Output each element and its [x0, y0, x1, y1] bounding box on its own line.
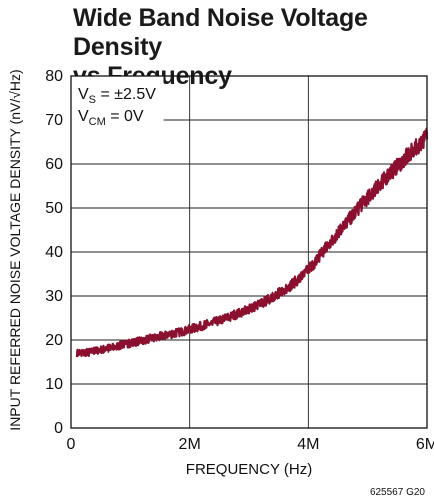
y-tick-label: 60	[45, 156, 63, 173]
plot-frame	[70, 75, 428, 429]
y-tick-label: 30	[45, 288, 63, 305]
x-tick-label: 0	[67, 436, 76, 453]
y-tick-label: 20	[45, 332, 63, 349]
y-tick-label: 70	[45, 112, 63, 129]
noise-trace	[76, 127, 428, 358]
chart-title-line1: Wide Band Noise Voltage Density	[73, 4, 368, 61]
annotation-vcm: VCM = 0V	[78, 108, 144, 128]
x-tick-label: 4M	[297, 436, 319, 453]
grid-lines	[71, 76, 427, 428]
y-axis-label: INPUT REFERRED NOISE VOLTAGE DENSITY (nV…	[7, 69, 23, 430]
y-tick-label: 80	[45, 68, 63, 85]
x-axis-label: FREQUENCY (Hz)	[186, 461, 312, 478]
x-tick-label: 6M	[416, 436, 434, 453]
y-tick-label: 40	[45, 244, 63, 261]
x-tick-labels: 0 2M 4M 6M	[67, 436, 434, 453]
annotation-vs: VS = ±2.5V	[78, 86, 156, 106]
y-tick-label: 0	[54, 420, 63, 437]
y-tick-label: 10	[45, 376, 63, 393]
noise-curve-group	[75, 127, 429, 358]
figure-code: 625567 G20	[370, 487, 425, 498]
y-tick-label: 50	[45, 200, 63, 217]
y-tick-labels: 0 10 20 30 40 50 60 70 80	[45, 68, 63, 437]
x-tick-label: 2M	[179, 436, 201, 453]
annotation-mask	[71, 76, 164, 124]
